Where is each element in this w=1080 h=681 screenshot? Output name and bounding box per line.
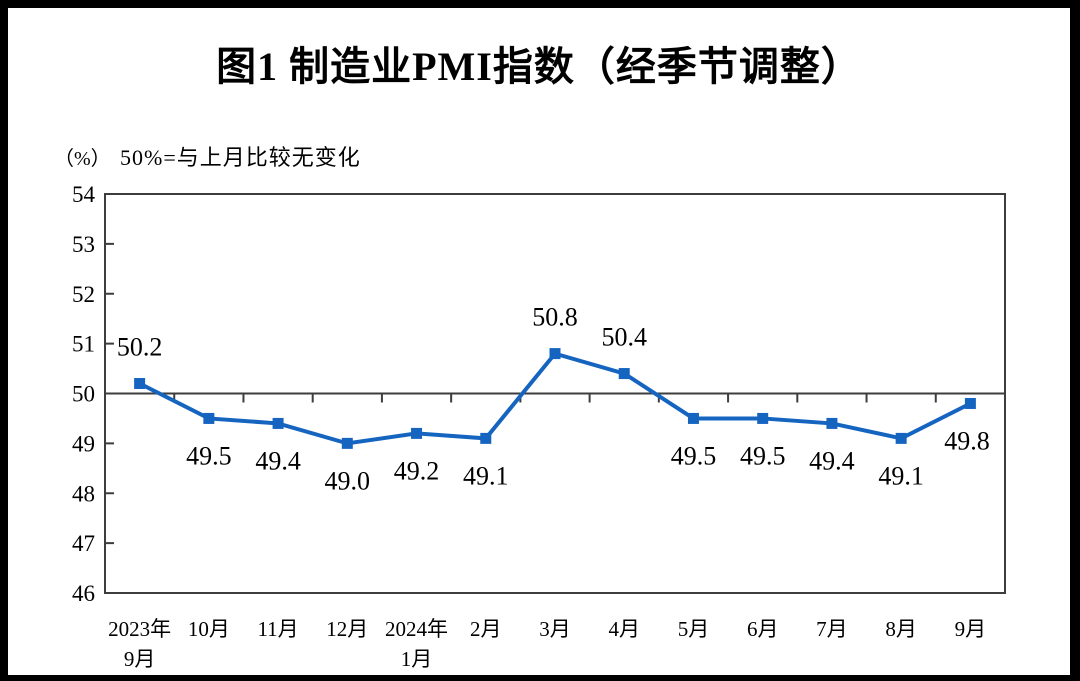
x-axis-label: 9月 bbox=[124, 647, 156, 671]
y-axis-tick-label: 50 bbox=[72, 382, 95, 407]
data-point-label: 49.5 bbox=[671, 441, 717, 470]
data-point-label: 50.4 bbox=[601, 323, 647, 352]
x-axis-label: 9月 bbox=[955, 617, 987, 641]
data-point-label: 49.8 bbox=[944, 426, 990, 455]
data-point-label: 49.4 bbox=[809, 446, 855, 475]
x-axis-label: 6月 bbox=[747, 617, 779, 641]
y-axis-tick-label: 51 bbox=[72, 332, 95, 357]
pmi-line bbox=[138, 351, 972, 446]
y-axis-tick-label: 46 bbox=[72, 581, 95, 606]
data-point-label: 49.1 bbox=[463, 461, 509, 490]
data-point-marker bbox=[272, 417, 284, 429]
y-axis-tick-label: 52 bbox=[72, 282, 95, 307]
data-point-label: 49.5 bbox=[740, 441, 786, 470]
y-axis-tick-label: 49 bbox=[72, 431, 95, 456]
data-point-label: 49.0 bbox=[325, 466, 371, 495]
data-point-marker bbox=[549, 348, 561, 360]
data-point-marker bbox=[964, 397, 976, 409]
x-axis-label: 7月 bbox=[816, 617, 848, 641]
data-point-marker bbox=[134, 378, 146, 390]
data-point-label: 49.5 bbox=[186, 441, 232, 470]
y-axis-tick-label: 54 bbox=[72, 182, 96, 207]
data-point-marker bbox=[895, 432, 907, 444]
chart-title: 图1 制造业PMI指数（经季节调整） bbox=[216, 44, 862, 89]
data-point-label: 50.2 bbox=[117, 333, 163, 362]
data-point-marker bbox=[826, 417, 838, 429]
data-point-label: 49.1 bbox=[878, 461, 924, 490]
data-point-marker bbox=[203, 412, 215, 424]
x-axis-label: 11月 bbox=[257, 617, 298, 641]
x-axis-label: 10月 bbox=[188, 617, 230, 641]
data-point-marker bbox=[687, 412, 699, 424]
x-axis-label: 12月 bbox=[326, 617, 368, 641]
reference-line-note: 50%=与上月比较无变化 bbox=[120, 145, 361, 170]
data-point-marker bbox=[757, 412, 769, 424]
data-point-marker bbox=[480, 432, 492, 444]
pmi-line-chart: 46 47 48 49 50 51 52 53 54 2023年 9月 10月 11月 12月 2024年 1… bbox=[72, 182, 1006, 671]
x-axis-label: 2023年 bbox=[108, 617, 171, 641]
x-axis-label: 1月 bbox=[401, 647, 433, 671]
data-point-marker bbox=[341, 437, 353, 449]
y-axis-tick-label: 48 bbox=[72, 481, 95, 506]
data-point-label: 49.4 bbox=[255, 446, 301, 475]
data-point-label: 49.2 bbox=[394, 456, 440, 485]
data-point-label: 50.8 bbox=[532, 303, 578, 332]
data-point-marker bbox=[411, 427, 423, 439]
y-axis-tick-label: 47 bbox=[72, 531, 95, 556]
data-point-marker bbox=[618, 368, 630, 380]
x-axis-label: 3月 bbox=[539, 617, 571, 641]
x-axis-label: 2月 bbox=[470, 617, 502, 641]
y-axis-unit-label: （%） bbox=[54, 148, 111, 170]
chart-canvas: 图1 制造业PMI指数（经季节调整） （%） 50%=与上月比较无变化 46 47… bbox=[8, 8, 1070, 675]
x-axis-label: 8月 bbox=[885, 617, 917, 641]
x-axis-label: 5月 bbox=[678, 617, 710, 641]
y-axis-tick-label: 53 bbox=[72, 232, 95, 257]
x-axis-label: 4月 bbox=[608, 617, 640, 641]
x-axis-label: 2024年 bbox=[385, 617, 448, 641]
